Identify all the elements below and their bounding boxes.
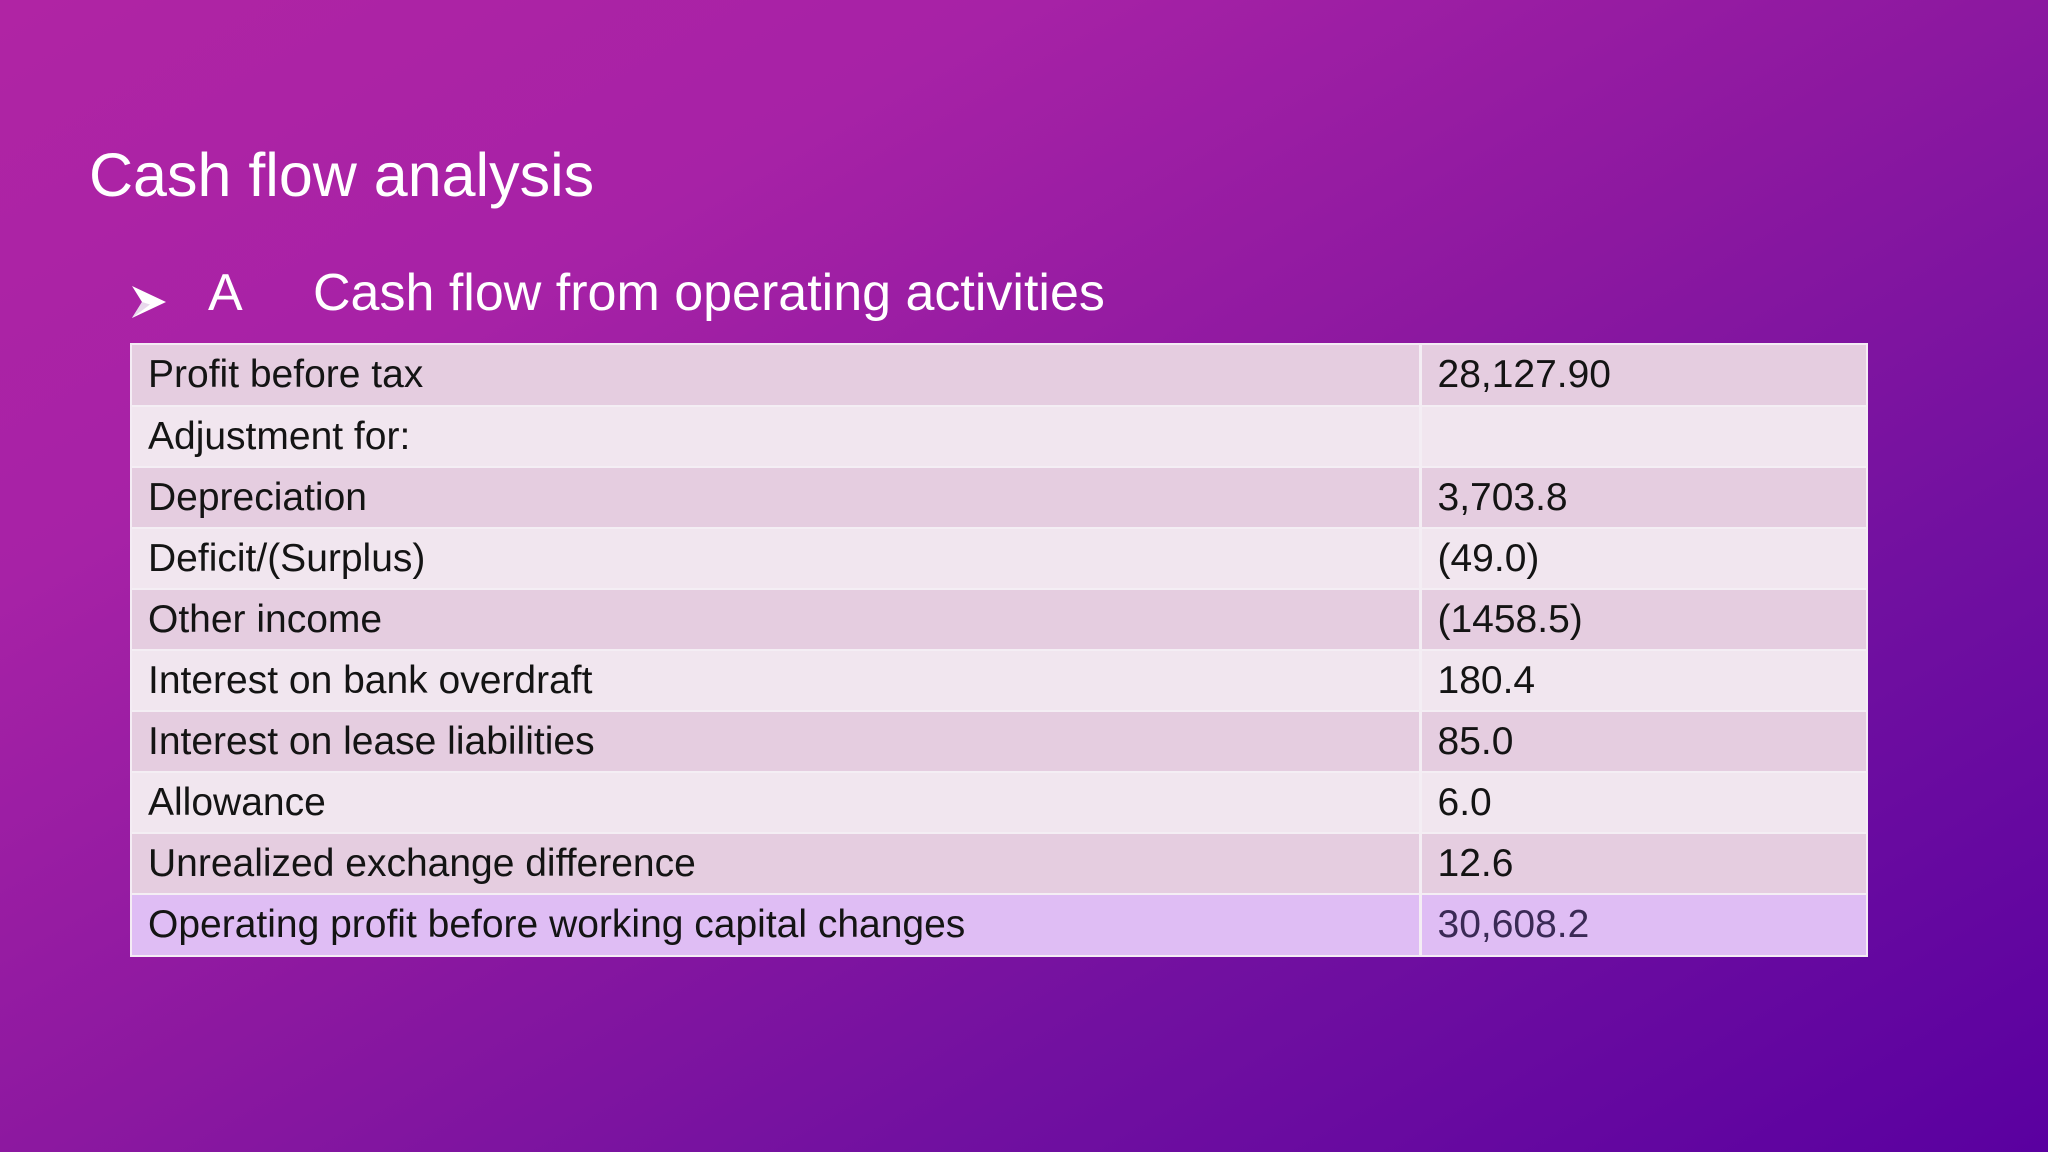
row-label: Adjustment for: — [132, 406, 1422, 468]
row-value: 3,703.8 — [1420, 467, 1866, 529]
total-row: Operating profit before working capital … — [132, 894, 1866, 955]
row-value: 28,127.90 — [1420, 345, 1866, 407]
table-row: Depreciation 3,703.8 — [132, 467, 1866, 529]
table-row: Profit before tax 28,127.90 — [132, 345, 1866, 407]
slide-title: Cash flow analysis — [89, 141, 595, 209]
row-value: (49.0) — [1420, 528, 1866, 590]
table-row: Deficit/(Surplus) (49.0) — [132, 528, 1866, 590]
table-row: Other income (1458.5) — [132, 589, 1866, 651]
row-label: Depreciation — [132, 467, 1422, 529]
table-row: Allowance 6.0 — [132, 772, 1866, 834]
arrowhead-bullet-icon — [130, 274, 168, 318]
section-title: Cash flow from operating activities — [313, 264, 1105, 322]
row-label: Unrealized exchange difference — [132, 833, 1422, 895]
row-label: Deficit/(Surplus) — [132, 528, 1422, 590]
table-row: Adjustment for: — [132, 406, 1866, 468]
row-value — [1420, 406, 1866, 468]
row-label: Allowance — [132, 772, 1422, 834]
row-label: Other income — [132, 589, 1422, 651]
row-value: 180.4 — [1420, 650, 1866, 712]
cash-flow-table: Profit before tax 28,127.90 Adjustment f… — [130, 343, 1868, 957]
row-value: 12.6 — [1420, 833, 1866, 895]
table-row: Unrealized exchange difference 12.6 — [132, 833, 1866, 895]
table-row: Interest on lease liabilities 85.0 — [132, 711, 1866, 773]
row-label: Operating profit before working capital … — [132, 894, 1422, 955]
row-value: 30,608.2 — [1420, 894, 1866, 955]
section-heading: A Cash flow from operating activities — [130, 258, 1105, 328]
row-value: (1458.5) — [1420, 589, 1866, 651]
row-value: 6.0 — [1420, 772, 1866, 834]
row-label: Profit before tax — [132, 345, 1422, 407]
row-value: 85.0 — [1420, 711, 1866, 773]
row-label: Interest on lease liabilities — [132, 711, 1422, 773]
table-row: Interest on bank overdraft 180.4 — [132, 650, 1866, 712]
section-letter: A — [208, 264, 243, 322]
row-label: Interest on bank overdraft — [132, 650, 1422, 712]
